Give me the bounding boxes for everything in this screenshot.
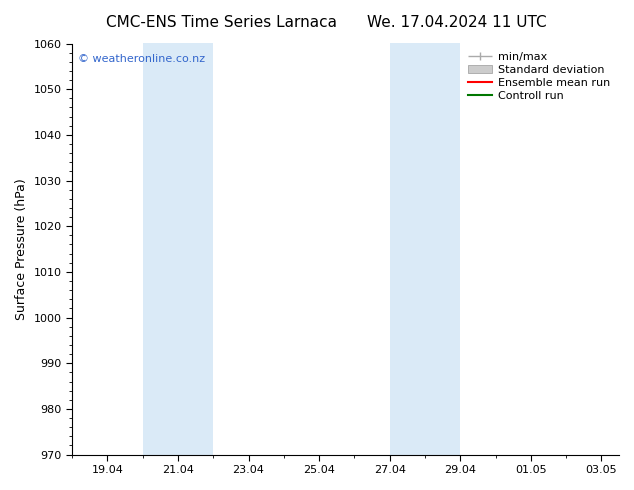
Text: CMC-ENS Time Series Larnaca: CMC-ENS Time Series Larnaca [107, 15, 337, 30]
Text: © weatheronline.co.nz: © weatheronline.co.nz [77, 54, 205, 64]
Bar [143, 44, 213, 455]
Text: We. 17.04.2024 11 UTC: We. 17.04.2024 11 UTC [366, 15, 547, 30]
Y-axis label: Surface Pressure (hPa): Surface Pressure (hPa) [15, 178, 28, 320]
Legend: min/max, Standard deviation, Ensemble mean run, Controll run: min/max, Standard deviation, Ensemble me… [465, 49, 614, 104]
Bar [390, 44, 460, 455]
